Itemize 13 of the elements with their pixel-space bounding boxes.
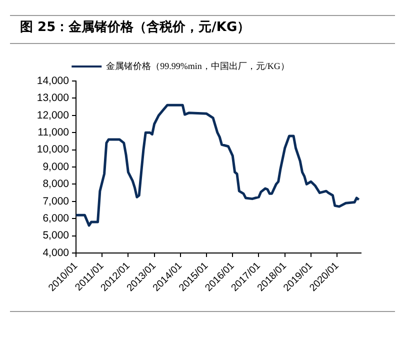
- y-tick-label: 11,000: [38, 126, 70, 138]
- legend-label: 金属锗价格（99.99%min，中国出厂，元/KG）: [106, 60, 290, 71]
- y-tick-label: 5,000: [42, 230, 70, 242]
- y-tick-label: 8,000: [42, 178, 70, 190]
- y-tick-label: 9,000: [42, 160, 70, 173]
- y-tick-label: 13,000: [36, 92, 70, 104]
- y-tick-label: 7,000: [42, 195, 70, 208]
- y-tick-label: 10,000: [36, 144, 70, 156]
- y-tick-label: 6,000: [42, 212, 70, 224]
- y-tick-label: 4,000: [42, 246, 70, 259]
- y-tick-label: 12,000: [36, 109, 70, 122]
- y-tick-label: 14,000: [36, 74, 70, 87]
- chart-title: 图 25：金属锗价格（含税价，元/KG）: [20, 19, 250, 36]
